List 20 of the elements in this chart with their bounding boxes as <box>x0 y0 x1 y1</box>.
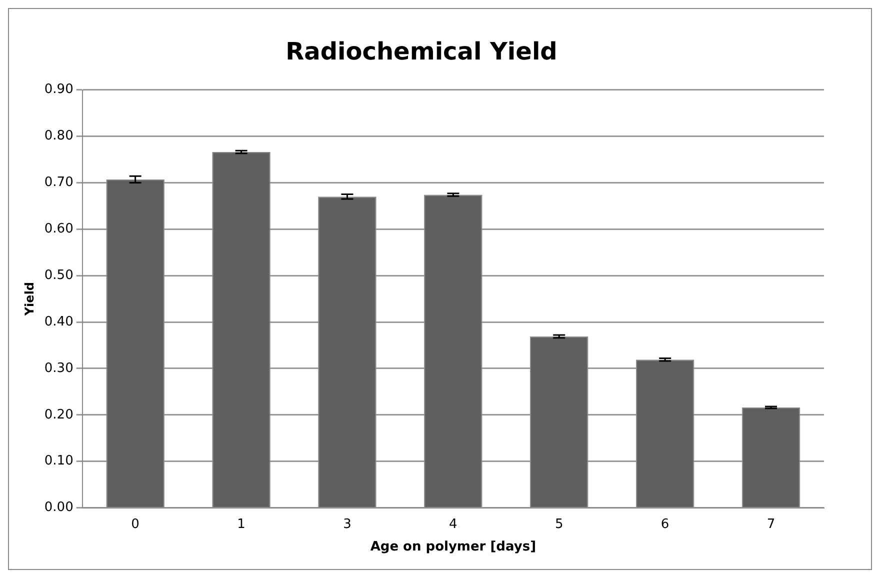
y-tick-label: 0.10 <box>44 454 74 469</box>
x-tick-label: 6 <box>660 516 670 532</box>
y-tick-label: 0.20 <box>44 407 74 422</box>
x-tick-label: 3 <box>343 516 352 532</box>
y-tick-label: 0.40 <box>44 314 74 330</box>
x-tick-label: 1 <box>237 516 246 532</box>
x-tick-label: 0 <box>131 516 140 532</box>
chart-title: Radiochemical Yield <box>286 38 558 66</box>
y-tick-label: 0.50 <box>44 268 74 283</box>
y-tick-label: 0.00 <box>44 500 74 516</box>
y-tick-label: 0.70 <box>44 175 74 190</box>
x-tick-label: 5 <box>554 516 564 532</box>
x-tick-label: 7 <box>766 516 776 532</box>
y-tick-label: 0.90 <box>44 82 74 98</box>
y-axis-title: Yield <box>22 282 36 317</box>
x-tick-label: 4 <box>449 516 458 532</box>
x-axis-title: Age on polymer [days] <box>370 540 536 555</box>
y-tick-label: 0.60 <box>44 222 74 237</box>
y-tick-label: 0.30 <box>44 360 74 376</box>
y-tick-label: 0.80 <box>44 128 74 144</box>
